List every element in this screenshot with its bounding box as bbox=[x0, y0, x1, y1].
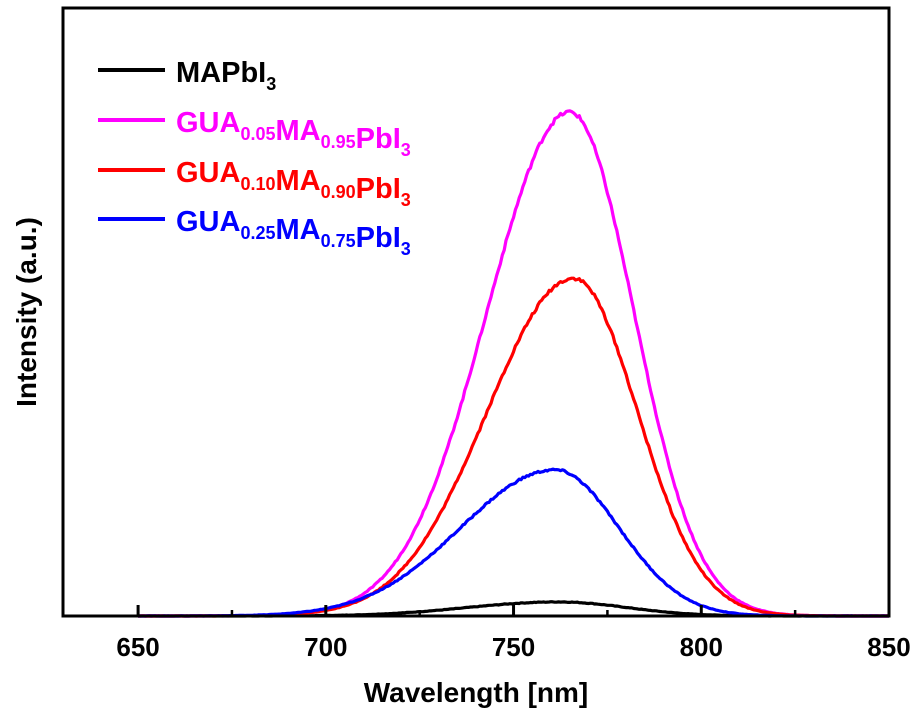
legend-label: GUA0.10MA0.90PbI3 bbox=[176, 157, 411, 210]
y-axis-title: Intensity (a.u.) bbox=[11, 217, 42, 407]
legend-label: MAPbI3 bbox=[176, 57, 276, 94]
series-line-3 bbox=[138, 276, 890, 618]
x-tick-label: 700 bbox=[304, 632, 347, 662]
series-line-4 bbox=[138, 467, 889, 618]
plot-frame bbox=[61, 6, 891, 618]
x-axis: 650 700 750 800 850 bbox=[116, 605, 911, 662]
x-tick-label: 650 bbox=[116, 632, 159, 662]
legend-label: GUA0.05MA0.95PbI3 bbox=[176, 107, 411, 160]
x-axis-title: Wavelength [nm] bbox=[364, 677, 589, 708]
legend: MAPbI3 GUA0.05MA0.95PbI3GUA0.10MA0.90PbI3… bbox=[98, 57, 411, 259]
x-tick-label: 800 bbox=[680, 632, 723, 662]
x-tick-label: 750 bbox=[492, 632, 535, 662]
legend-label: GUA0.25MA0.75PbI3 bbox=[176, 206, 411, 259]
x-tick-label: 850 bbox=[867, 632, 910, 662]
